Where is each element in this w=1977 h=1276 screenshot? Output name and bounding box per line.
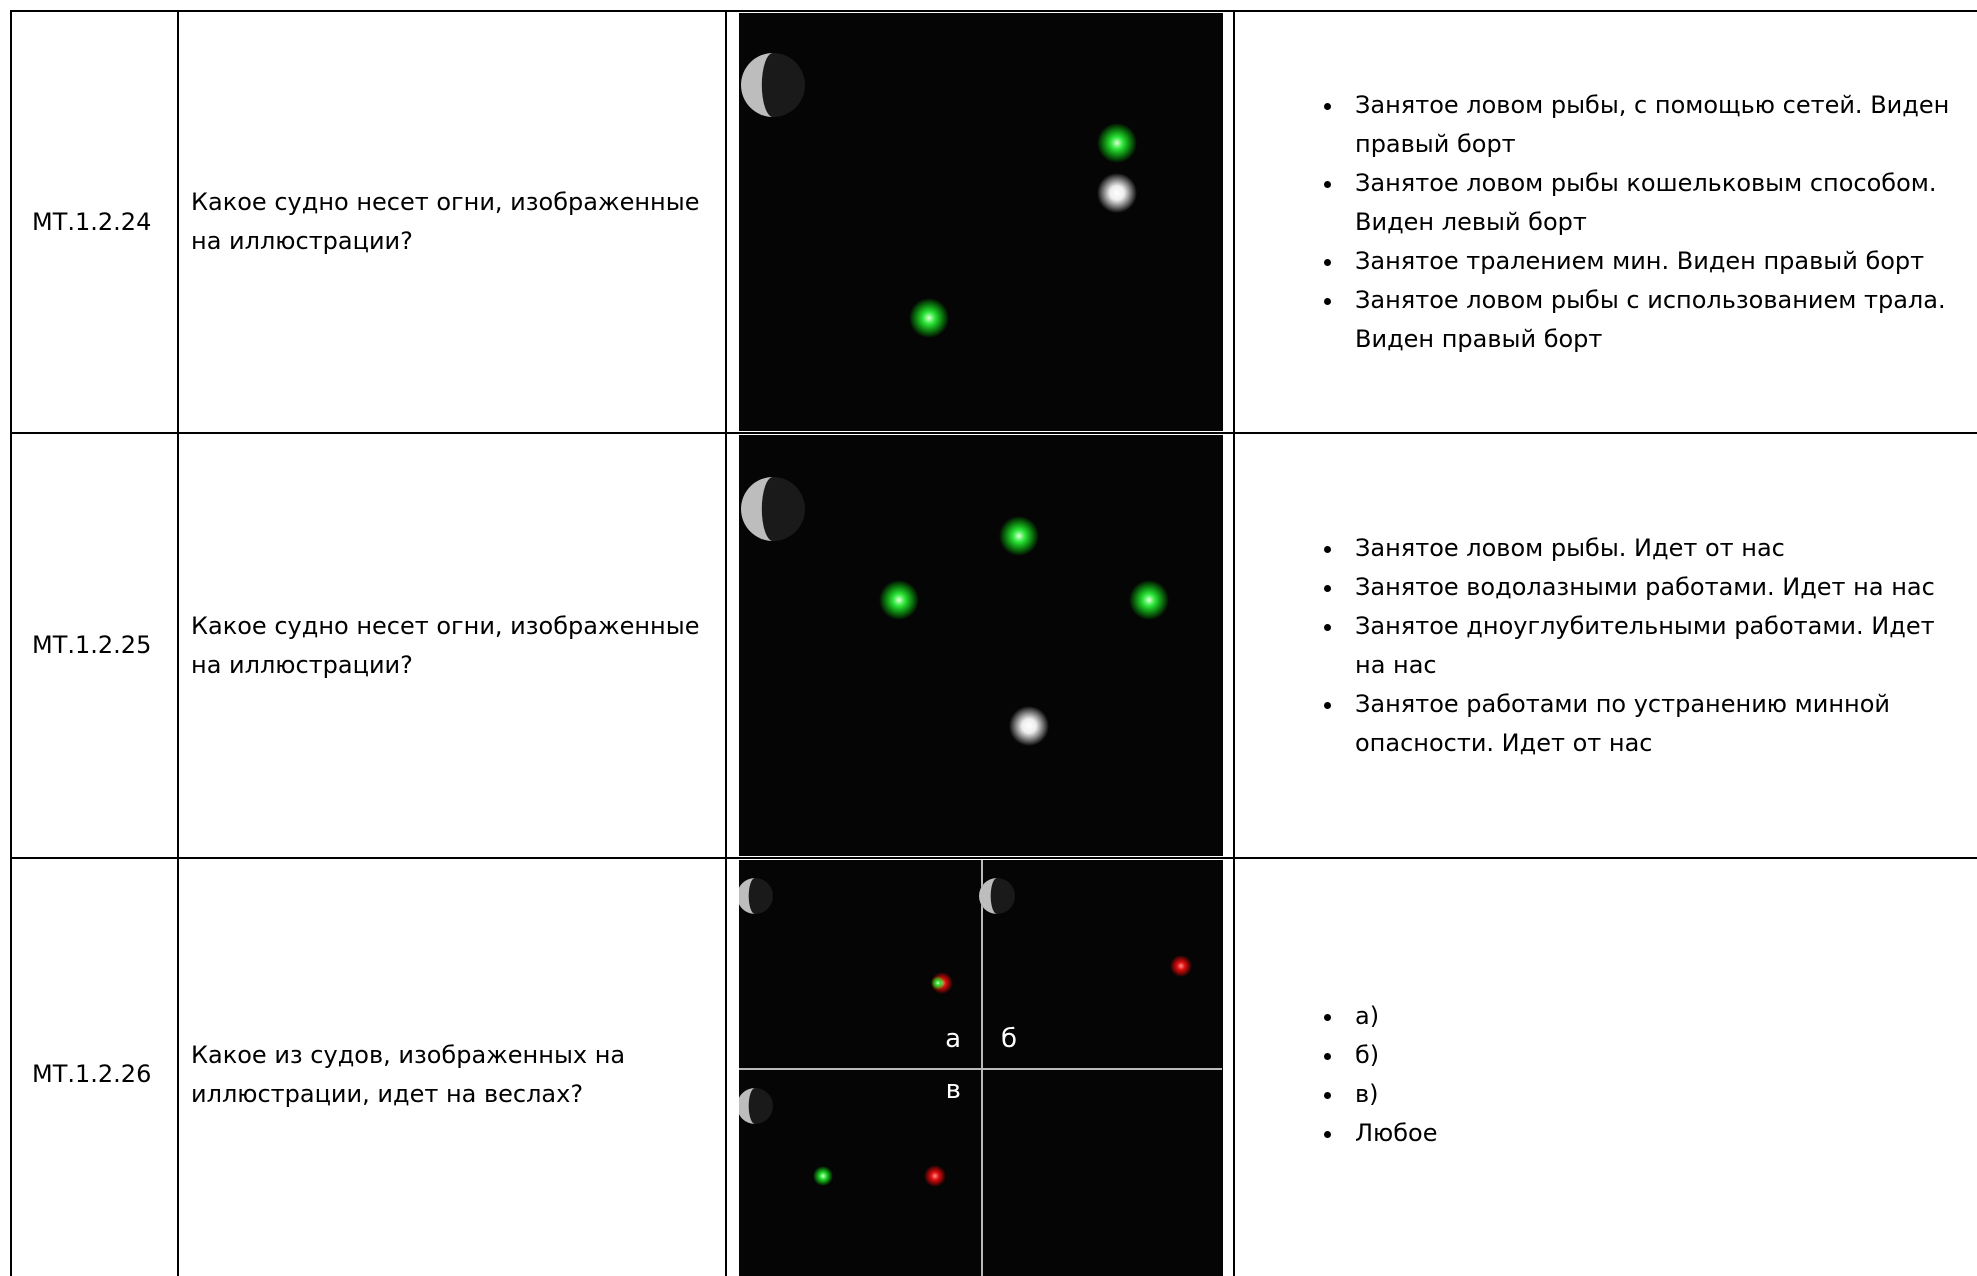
- light: [909, 298, 949, 338]
- img-cell: [725, 10, 1233, 432]
- illustration: [739, 13, 1223, 431]
- light: [879, 580, 919, 620]
- image-label: в: [946, 1075, 961, 1105]
- id-cell: МТ.1.2.26: [10, 857, 177, 1276]
- light: [813, 1166, 833, 1186]
- light: [1097, 173, 1137, 213]
- moon: [739, 878, 755, 914]
- options: Занятое ловом рыбы. Идет от насЗанятое в…: [1235, 529, 1977, 763]
- question: Какое судно несет огни, изображенные на …: [191, 611, 700, 679]
- moon: [741, 477, 773, 541]
- light: [924, 1165, 946, 1187]
- question: Какое судно несет огни, изображенные на …: [191, 188, 700, 255]
- options: а)б)в)Любое: [1235, 997, 1458, 1153]
- moon: [739, 1088, 755, 1124]
- option: Занятое водолазными работами. Идет на на…: [1345, 568, 1970, 607]
- light: [1097, 123, 1137, 163]
- moon: [741, 53, 773, 117]
- night-sky: [739, 435, 1223, 856]
- light: [1129, 580, 1169, 620]
- row-id: МТ.1.2.24: [32, 207, 152, 236]
- light: [999, 516, 1039, 556]
- option: а): [1345, 997, 1438, 1036]
- illustration: [739, 435, 1223, 856]
- question: Какое из судов, изображенных на иллюстра…: [191, 1040, 626, 1108]
- option: Любое: [1345, 1114, 1438, 1153]
- img-cell: [725, 432, 1233, 857]
- night-sky: [739, 13, 1223, 431]
- opt-cell: а)б)в)Любое: [1233, 857, 1977, 1276]
- illustration: а б в: [739, 860, 1223, 1276]
- opt-cell: Занятое ловом рыбы. Идет от насЗанятое в…: [1233, 432, 1977, 857]
- opt-cell: Занятое ловом рыбы, с помощью сетей. Вид…: [1233, 10, 1977, 432]
- light: [1170, 955, 1192, 977]
- option: Занятое ловом рыбы. Идет от нас: [1345, 529, 1970, 568]
- image-label: а: [945, 1024, 961, 1054]
- img-cell: а б в: [725, 857, 1233, 1276]
- image-label: б: [1001, 1024, 1017, 1054]
- option: Занятое тралением мин. Виден правый борт: [1345, 242, 1970, 281]
- moon: [979, 878, 997, 914]
- q-cell: Какое судно несет огни, изображенные на …: [177, 432, 725, 857]
- id-cell: МТ.1.2.24: [10, 10, 177, 432]
- light: [1009, 706, 1049, 746]
- option: в): [1345, 1075, 1438, 1114]
- options: Занятое ловом рыбы, с помощью сетей. Вид…: [1235, 86, 1977, 359]
- light: [931, 976, 945, 990]
- option: Занятое работами по устранению минной оп…: [1345, 685, 1970, 763]
- id-cell: МТ.1.2.25: [10, 432, 177, 857]
- row-id: МТ.1.2.25: [32, 631, 152, 659]
- option: Занятое дноуглубительными работами. Идет…: [1345, 607, 1970, 685]
- q-cell: Какое из судов, изображенных на иллюстра…: [177, 857, 725, 1276]
- option: Занятое ловом рыбы, с помощью сетей. Вид…: [1345, 86, 1970, 164]
- row-id: МТ.1.2.26: [32, 1060, 152, 1088]
- option: Занятое ловом рыбы с использованием трал…: [1345, 281, 1970, 359]
- option: б): [1345, 1036, 1438, 1075]
- option: Занятое ловом рыбы кошельковым способом.…: [1345, 164, 1970, 242]
- q-cell: Какое судно несет огни, изображенные на …: [177, 10, 725, 432]
